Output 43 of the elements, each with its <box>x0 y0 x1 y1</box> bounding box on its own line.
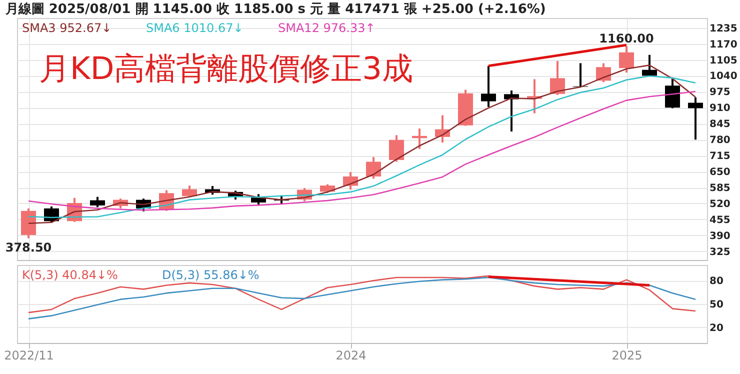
y-tick-label: 910 <box>710 103 730 114</box>
y-tick-label: 20 <box>710 322 724 334</box>
y-tick-label: 975 <box>710 87 730 98</box>
y-tick-label: 780 <box>710 135 730 146</box>
y-tick-label: 80 <box>710 276 724 288</box>
y-tick-label: 650 <box>710 167 730 178</box>
y-tick-label: 715 <box>710 151 730 162</box>
x-tick-label: 2024 <box>336 348 366 362</box>
candlestick <box>619 45 634 74</box>
candlestick <box>665 77 680 110</box>
candlestick <box>642 54 657 78</box>
candlestick <box>90 196 105 208</box>
y-tick-label: 1235 <box>710 23 738 34</box>
text: SMA3 952.67↓ <box>22 21 112 35</box>
text: SMA6 1010.67↓ <box>146 21 244 35</box>
annotation: 378.50 <box>5 240 52 254</box>
candlestick <box>688 96 703 141</box>
y-tick-label: 520 <box>710 198 730 210</box>
series-label: D(5,3) 55.86↓% <box>162 268 260 282</box>
candlestick <box>481 64 496 108</box>
text: SMA12 976.33↑ <box>278 21 376 35</box>
y-tick-label: 455 <box>710 214 730 226</box>
y-tick-label: 390 <box>710 230 730 242</box>
y-tick-label: 325 <box>710 246 730 258</box>
candlestick <box>389 134 404 163</box>
chart-title: 月線圖 2025/08/01 開 1145.00 收 1185.00 s 元 量 417471 張 +25.00 (+2.16%) <box>4 2 546 17</box>
candlestick <box>182 184 197 198</box>
candlestick <box>596 62 611 84</box>
x-tick-label: 2022/11 <box>4 348 54 362</box>
annotation: 1160.00 <box>599 31 654 46</box>
y-tick-label: 845 <box>710 119 730 130</box>
candlestick <box>412 128 427 150</box>
y-tick-label: 50 <box>710 300 724 310</box>
candlestick <box>550 60 565 96</box>
y-tick-label: 585 <box>710 183 730 194</box>
candlestick <box>251 193 266 206</box>
x-tick-label: 2025 <box>612 348 642 362</box>
y-tick-label: 1040 <box>710 71 738 82</box>
y-tick-label: 1105 <box>710 55 738 66</box>
annotation: 月KD高檔背離股價修正3成 <box>39 51 413 87</box>
series-label: K(5,3) 40.84↓% <box>22 268 118 282</box>
candlestick <box>366 156 381 180</box>
y-tick-label: 1170 <box>710 39 738 50</box>
